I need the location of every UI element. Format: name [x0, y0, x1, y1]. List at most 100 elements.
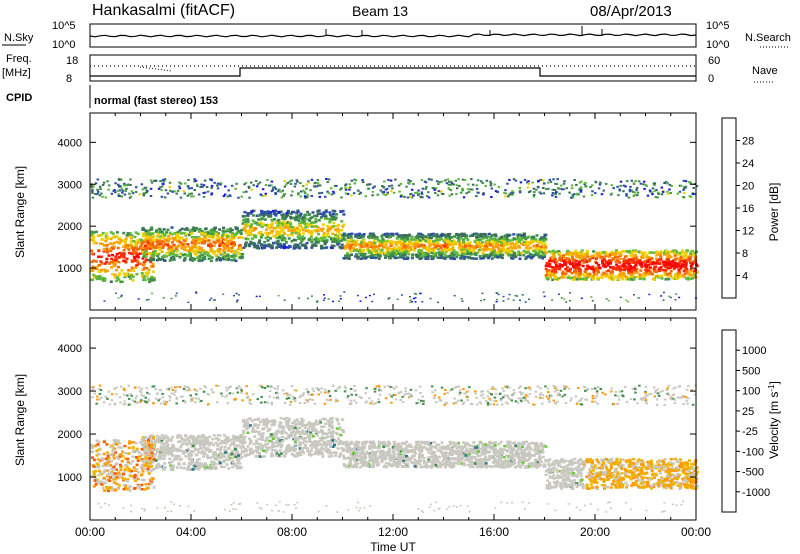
power-cell	[165, 252, 169, 255]
power-cell	[475, 238, 479, 241]
power-cell	[610, 184, 614, 187]
power-cell	[536, 240, 539, 243]
colorbar-tick-label: 28	[742, 136, 754, 148]
power-cell	[380, 249, 384, 253]
power-cell	[638, 277, 642, 281]
power-cell	[144, 229, 148, 232]
power-cell	[110, 192, 114, 195]
power-cell	[449, 257, 453, 260]
power-cell	[141, 226, 145, 230]
power-cell	[235, 249, 239, 252]
power-cell	[509, 242, 513, 245]
power-cell	[497, 248, 501, 252]
power-cell	[301, 237, 305, 241]
power-cell	[216, 248, 220, 251]
velocity-cell	[231, 436, 235, 440]
power-cell	[279, 190, 283, 193]
power-cell	[377, 257, 381, 260]
power-cell	[227, 189, 230, 192]
power-cell	[273, 218, 277, 221]
velocity-cell	[139, 473, 143, 477]
power-cell	[455, 193, 458, 195]
velocity-cell	[140, 483, 144, 487]
power-cell	[237, 294, 240, 296]
power-cell	[374, 249, 378, 253]
power-cell	[169, 252, 173, 255]
power-cell	[315, 214, 319, 218]
power-cell	[208, 299, 211, 301]
velocity-cell	[92, 465, 96, 468]
power-cell	[133, 235, 137, 239]
power-cell	[679, 267, 683, 270]
power-cell	[286, 246, 290, 249]
power-cell	[151, 262, 155, 266]
power-cell	[117, 274, 121, 277]
power-cell	[204, 227, 208, 230]
power-cell	[445, 255, 449, 259]
power-cell	[212, 232, 216, 235]
power-cell	[366, 248, 369, 252]
power-cell	[476, 233, 480, 237]
power-cell	[196, 248, 200, 251]
power-cell	[212, 244, 216, 247]
power-cell	[637, 261, 641, 264]
power-cell	[282, 194, 285, 197]
power-cell	[443, 247, 447, 250]
velocity-cell	[206, 439, 210, 442]
power-cell	[101, 195, 104, 198]
power-cell	[281, 189, 284, 192]
power-cell	[342, 256, 346, 260]
power-cell	[542, 192, 546, 195]
power-cell	[519, 299, 521, 301]
power-cell	[348, 183, 351, 186]
power-cell	[495, 242, 499, 245]
power-cell	[678, 296, 681, 299]
power-cell	[230, 238, 234, 241]
velocity-cell	[131, 460, 135, 463]
power-cell	[332, 221, 336, 225]
power-cell	[488, 254, 492, 258]
power-cell	[643, 260, 647, 263]
power-cell	[148, 252, 151, 256]
power-cell	[499, 244, 503, 247]
power-cell	[541, 179, 545, 182]
power-cell	[177, 237, 181, 240]
power-cell	[386, 192, 390, 195]
power-cell	[186, 243, 190, 246]
power-cell	[217, 257, 221, 260]
power-cell	[187, 249, 191, 252]
power-cell	[504, 235, 508, 238]
power-cell	[133, 257, 137, 260]
power-cell	[652, 270, 656, 273]
velocity-cell	[148, 442, 152, 445]
power-cell	[429, 255, 433, 258]
power-cell	[633, 276, 637, 279]
power-cell	[157, 252, 161, 256]
power-cell	[370, 254, 374, 257]
power-cell	[562, 254, 565, 257]
velocity-cell	[102, 470, 106, 474]
power-cell	[107, 188, 110, 191]
power-cell	[624, 266, 628, 269]
power-cell	[140, 275, 144, 278]
power-cell	[522, 254, 526, 257]
power-cell	[532, 194, 536, 196]
power-cell	[90, 238, 94, 242]
power-cell	[199, 186, 202, 188]
power-cell	[117, 260, 121, 264]
power-cell	[307, 218, 311, 221]
power-cell	[217, 235, 221, 239]
power-cell	[230, 242, 234, 245]
power-cell	[144, 244, 147, 247]
power-cell	[615, 263, 619, 266]
power-cell	[644, 184, 648, 187]
power-cell	[141, 257, 145, 260]
power-cell	[260, 213, 264, 216]
power-cell	[440, 180, 444, 183]
power-cell	[508, 178, 511, 181]
power-cell	[398, 190, 401, 193]
power-cell	[313, 185, 316, 188]
power-cell	[175, 250, 179, 253]
power-cell	[686, 278, 690, 281]
power-cell	[359, 250, 362, 254]
